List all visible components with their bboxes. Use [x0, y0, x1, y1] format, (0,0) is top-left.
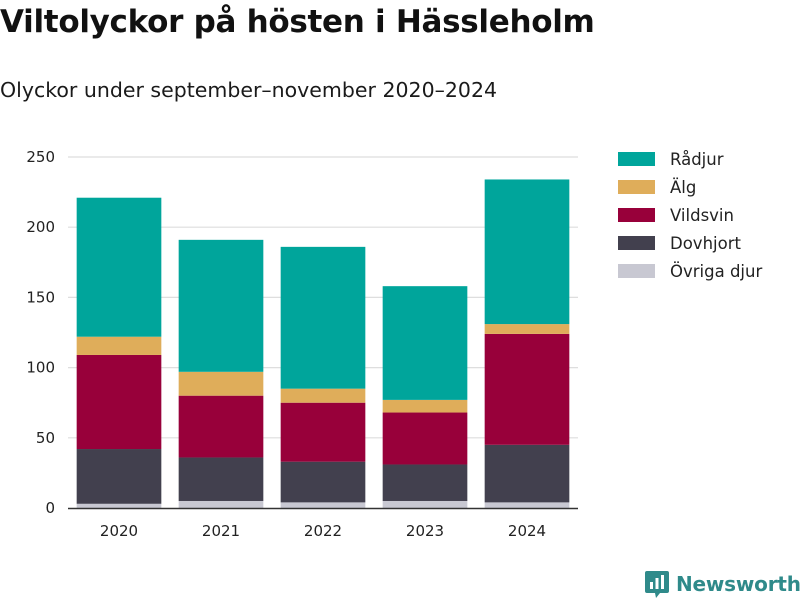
- bar-segment: [382, 464, 468, 501]
- bar-segment: [484, 324, 570, 334]
- bar-segment: [484, 502, 570, 508]
- chart-subtitle: Olyckor under september–november 2020–20…: [0, 78, 498, 102]
- newsworthy-logo-icon: [645, 571, 669, 598]
- bar-segment: [76, 354, 162, 450]
- bar-segment: [280, 388, 366, 403]
- legend-swatch: [618, 180, 655, 194]
- y-tick-label: 150: [26, 288, 55, 306]
- bar-segment: [382, 412, 468, 465]
- chart-title: Viltolyckor på hösten i Hässleholm: [0, 4, 595, 40]
- legend-swatch: [618, 264, 655, 278]
- y-tick-label: 200: [26, 218, 55, 236]
- bar-segment: [76, 503, 162, 508]
- x-tick-label: 2023: [406, 522, 444, 540]
- bar-segment: [76, 449, 162, 504]
- bar-segment: [484, 333, 570, 445]
- bar-segment: [280, 461, 366, 503]
- bar-segment: [382, 500, 468, 508]
- bar-segment: [484, 179, 570, 325]
- legend-swatch: [618, 152, 655, 166]
- y-tick-label: 100: [26, 359, 55, 377]
- bar-segment: [76, 197, 162, 337]
- legend-label: Dovhjort: [670, 234, 741, 253]
- newsworthy-brand: Newsworthy: [644, 568, 800, 600]
- bar-segment: [382, 399, 468, 413]
- legend-label: Övriga djur: [670, 262, 762, 281]
- x-tick-label: 2021: [202, 522, 240, 540]
- x-tick-label: 2024: [508, 522, 546, 540]
- y-tick-label: 50: [36, 429, 55, 447]
- y-tick-label: 0: [45, 499, 55, 517]
- legend-label: Älg: [670, 178, 696, 197]
- bar-segment: [484, 444, 570, 503]
- x-tick-label: 2022: [304, 522, 342, 540]
- bar-segment: [178, 239, 264, 372]
- bar-segment: [178, 500, 264, 508]
- brand-name: Newsworthy: [676, 572, 800, 596]
- legend-swatch: [618, 236, 655, 250]
- bar-segment: [280, 246, 366, 389]
- bar-segment: [382, 286, 468, 400]
- legend-swatch: [618, 208, 655, 222]
- y-tick-label: 250: [26, 148, 55, 166]
- bar-segment: [76, 336, 162, 355]
- legend-label: Rådjur: [670, 150, 724, 169]
- bar-segment: [178, 395, 264, 458]
- legend-label: Vildsvin: [670, 206, 734, 225]
- bar-segment: [280, 402, 366, 462]
- bar-segment: [280, 502, 366, 508]
- x-tick-label: 2020: [100, 522, 138, 540]
- bar-segment: [178, 457, 264, 501]
- bar-segment: [178, 371, 264, 396]
